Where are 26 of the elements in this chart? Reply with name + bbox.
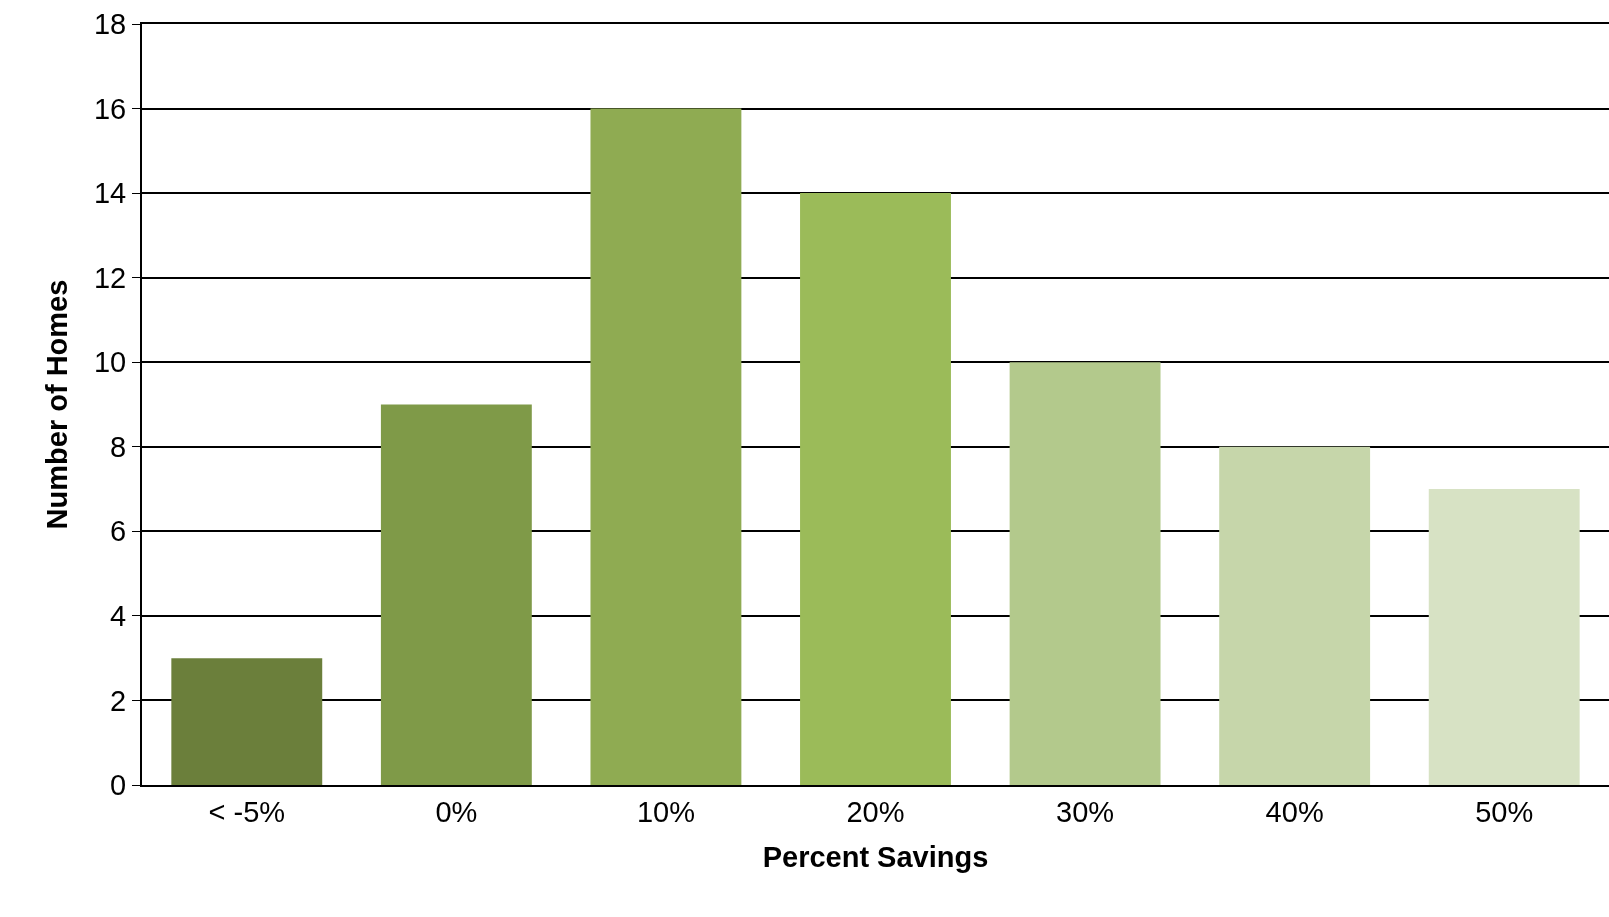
y-axis-title: Number of Homes — [40, 279, 73, 530]
y-tick-label: 2 — [110, 684, 127, 717]
y-tick-label: 12 — [93, 261, 127, 294]
x-tick-label: 50% — [1475, 795, 1534, 828]
y-tick-label: 0 — [110, 769, 127, 802]
x-tick-label: 0% — [435, 795, 478, 828]
bar — [1009, 362, 1161, 785]
bar — [1219, 446, 1371, 785]
bar — [590, 108, 742, 785]
y-tick-label: 6 — [110, 515, 127, 548]
y-tick-label: 10 — [93, 346, 127, 379]
y-tick-label: 8 — [110, 430, 127, 463]
y-tick-label: 18 — [93, 8, 127, 41]
bar — [171, 658, 323, 785]
x-tick-label: < -5% — [208, 795, 286, 828]
bar — [380, 404, 532, 785]
bar — [1428, 489, 1580, 785]
y-tick-label: 16 — [93, 92, 127, 125]
x-axis-title: Percent Savings — [762, 841, 989, 874]
y-tick-label: 14 — [93, 177, 127, 210]
x-tick-label: 20% — [846, 795, 905, 828]
x-tick-label: 30% — [1056, 795, 1115, 828]
y-tick-label: 4 — [110, 600, 127, 633]
bar — [800, 193, 951, 785]
x-tick-label: 40% — [1265, 795, 1324, 828]
x-tick-label: 10% — [636, 795, 695, 828]
